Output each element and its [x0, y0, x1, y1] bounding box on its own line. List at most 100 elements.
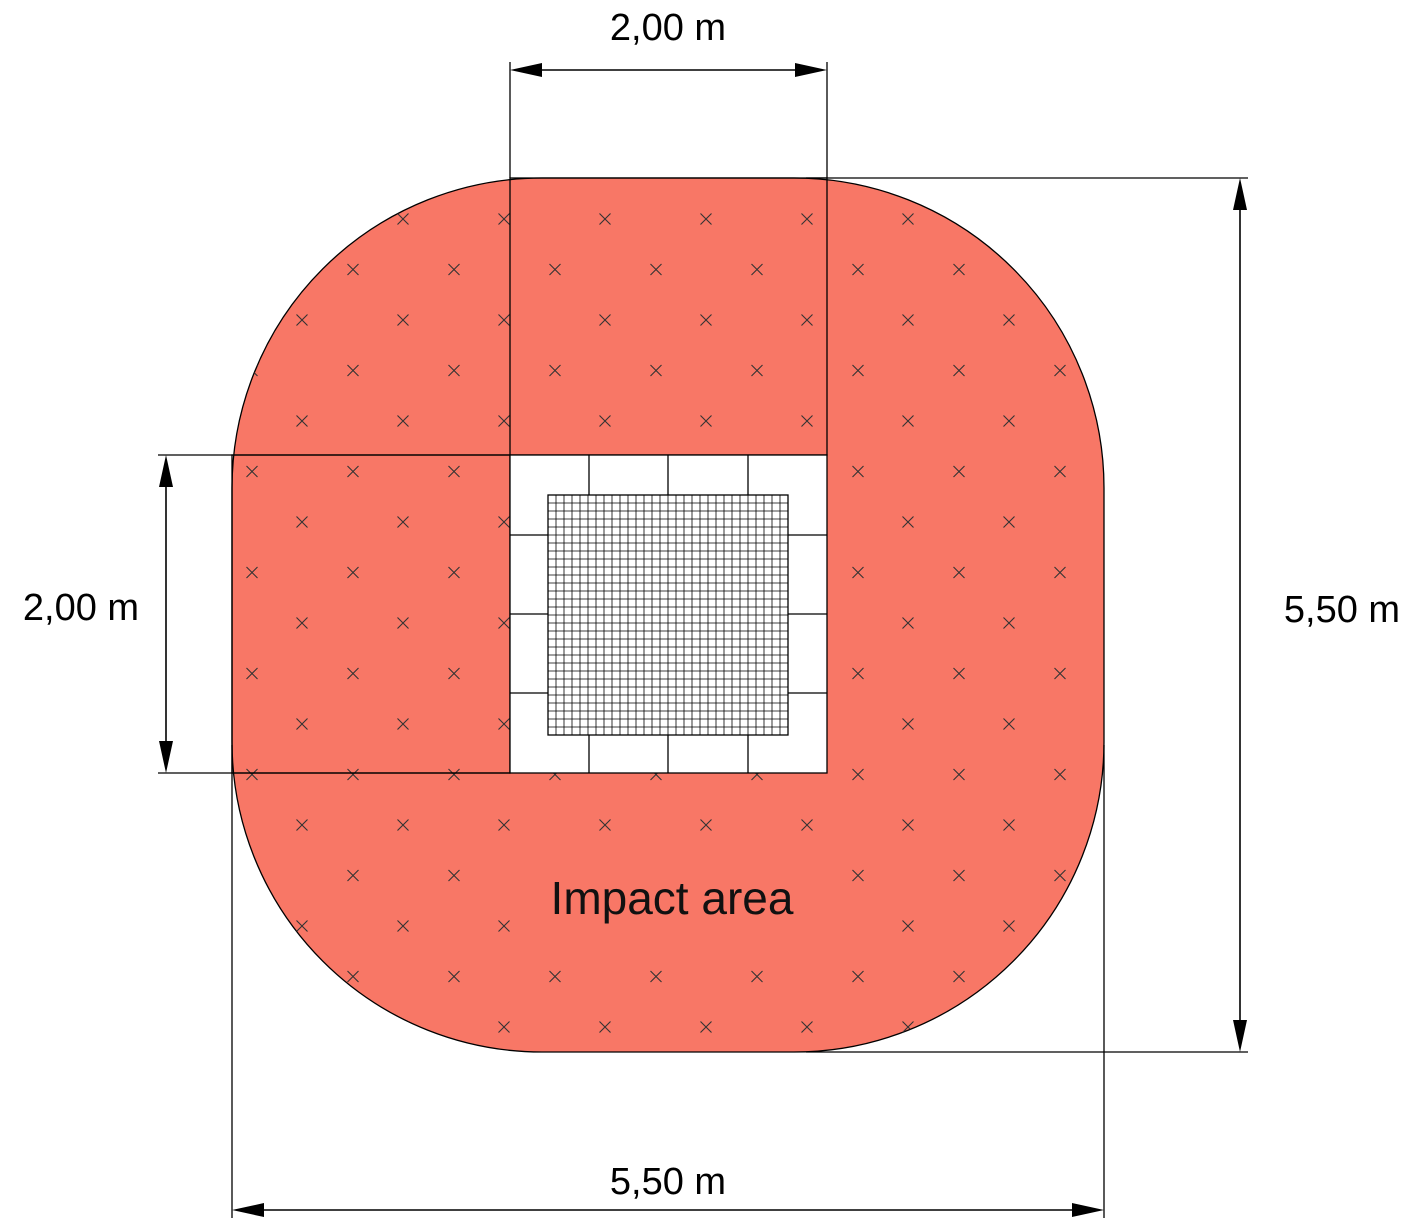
x-mark-icon [1054, 667, 1066, 680]
arrowhead-icon [232, 1203, 264, 1217]
x-mark-icon [953, 263, 965, 276]
x-mark-icon [397, 819, 409, 831]
x-mark-icon [246, 869, 258, 882]
x-mark-icon [751, 970, 763, 983]
x-mark-icon [397, 617, 409, 629]
x-mark-icon [801, 213, 813, 225]
x-mark-icon [246, 970, 258, 983]
x-mark-icon [751, 263, 763, 276]
x-mark-icon [902, 920, 914, 932]
x-mark-icon [498, 314, 510, 326]
x-mark-icon [1003, 718, 1015, 730]
x-mark-icon [296, 617, 308, 629]
x-mark-icon [347, 869, 359, 882]
x-mark-icon [448, 263, 460, 276]
x-mark-icon [953, 465, 965, 478]
x-mark-icon [498, 415, 510, 427]
x-mark-icon [397, 415, 409, 427]
x-mark-icon [448, 970, 460, 983]
x-mark-icon [1003, 819, 1015, 831]
x-mark-icon [599, 819, 611, 831]
x-mark-icon [448, 869, 460, 882]
x-mark-icon [347, 364, 359, 377]
x-mark-icon [397, 718, 409, 730]
left-height-label: 2,00 m [23, 587, 139, 629]
x-mark-icon [650, 970, 662, 983]
x-mark-icon [296, 920, 308, 932]
x-mark-icon [852, 869, 864, 882]
x-mark-icon [549, 364, 561, 377]
arrowhead-icon [1233, 1020, 1247, 1052]
x-mark-icon [296, 819, 308, 831]
top-width-dimension: 2,00 m [509, 7, 828, 178]
x-mark-icon [1054, 465, 1066, 478]
x-mark-icon [498, 516, 510, 528]
x-mark-icon [347, 566, 359, 579]
x-mark-icon [902, 617, 914, 629]
x-mark-icon [448, 364, 460, 377]
x-mark-icon [498, 213, 510, 225]
x-mark-icon [1054, 970, 1066, 983]
x-mark-icon [902, 718, 914, 730]
x-mark-icon [599, 1021, 611, 1033]
x-mark-icon [296, 718, 308, 730]
x-mark-icon [902, 314, 914, 326]
x-mark-icon [498, 1021, 510, 1033]
x-mark-icon [448, 768, 460, 781]
x-mark-icon [801, 314, 813, 326]
x-mark-icon [700, 213, 712, 225]
x-mark-icon [498, 617, 510, 629]
x-mark-icon [852, 364, 864, 377]
x-mark-icon [296, 415, 308, 427]
x-mark-icon [700, 415, 712, 427]
x-mark-icon [902, 415, 914, 427]
bottom-width-dimension: 5,50 m [231, 745, 1105, 1218]
x-mark-icon [296, 516, 308, 528]
x-mark-icon [1105, 1022, 1116, 1033]
x-mark-icon [953, 667, 965, 680]
x-mark-icon [1054, 263, 1066, 276]
x-mark-icon [650, 364, 662, 377]
x-mark-icon [246, 465, 258, 478]
x-mark-icon [347, 465, 359, 478]
arrowhead-icon [159, 455, 173, 487]
arrowhead-icon [795, 63, 827, 77]
x-mark-icon [397, 213, 409, 225]
top-width-label: 2,00 m [610, 7, 726, 49]
right-height-dimension: 5,50 m [806, 177, 1400, 1053]
x-mark-icon [448, 667, 460, 680]
x-mark-icon [1003, 1021, 1015, 1033]
x-mark-icon [448, 465, 460, 478]
x-mark-icon [498, 718, 510, 730]
x-mark-icon [953, 970, 965, 983]
x-mark-icon [1105, 618, 1116, 629]
x-mark-icon [397, 920, 409, 932]
hatch-pattern [246, 213, 1116, 1033]
x-mark-icon [1054, 566, 1066, 579]
arrowhead-icon [159, 741, 173, 773]
x-mark-icon [1003, 213, 1015, 225]
x-mark-icon [246, 667, 258, 680]
x-mark-icon [1003, 314, 1015, 326]
right-height-label: 5,50 m [1284, 589, 1400, 631]
x-mark-icon [599, 213, 611, 225]
x-mark-icon [902, 516, 914, 528]
x-mark-icon [1105, 719, 1116, 730]
x-mark-icon [700, 819, 712, 831]
x-mark-icon [751, 364, 763, 377]
x-mark-icon [1054, 869, 1066, 882]
x-mark-icon [296, 1021, 308, 1033]
x-mark-icon [1054, 768, 1066, 781]
x-mark-icon [347, 667, 359, 680]
x-mark-icon [953, 566, 965, 579]
x-mark-icon [953, 364, 965, 377]
x-mark-icon [347, 970, 359, 983]
bottom-width-label: 5,50 m [610, 1161, 726, 1203]
x-mark-icon [397, 1021, 409, 1033]
x-mark-icon [246, 768, 258, 781]
x-mark-icon [246, 566, 258, 579]
x-mark-icon [599, 415, 611, 427]
x-mark-icon [1105, 820, 1116, 831]
x-mark-icon [599, 314, 611, 326]
